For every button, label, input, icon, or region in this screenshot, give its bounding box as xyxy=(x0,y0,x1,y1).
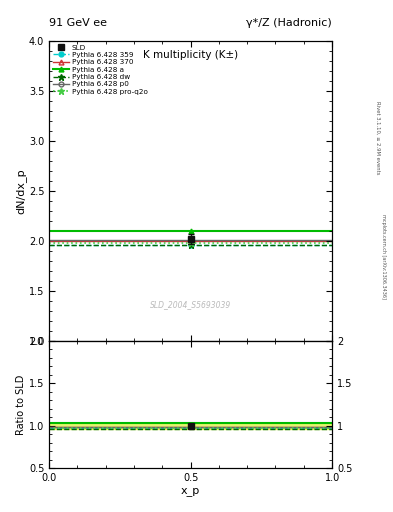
Y-axis label: dN/dx_p: dN/dx_p xyxy=(15,168,26,214)
Text: mcplots.cern.ch [arXiv:1306.3436]: mcplots.cern.ch [arXiv:1306.3436] xyxy=(381,214,386,298)
Bar xyxy=(49,422,332,430)
Text: Rivet 3.1.10, ≥ 2.9M events: Rivet 3.1.10, ≥ 2.9M events xyxy=(376,101,380,175)
Text: 91 GeV ee: 91 GeV ee xyxy=(49,18,107,28)
Y-axis label: Ratio to SLD: Ratio to SLD xyxy=(16,374,26,435)
X-axis label: x_p: x_p xyxy=(181,486,200,496)
Text: γ*/Z (Hadronic): γ*/Z (Hadronic) xyxy=(246,18,332,28)
Legend: SLD, Pythia 6.428 359, Pythia 6.428 370, Pythia 6.428 a, Pythia 6.428 dw, Pythia: SLD, Pythia 6.428 359, Pythia 6.428 370,… xyxy=(51,43,149,96)
Text: SLD_2004_S5693039: SLD_2004_S5693039 xyxy=(150,301,231,309)
Text: K multiplicity (K±): K multiplicity (K±) xyxy=(143,50,238,60)
